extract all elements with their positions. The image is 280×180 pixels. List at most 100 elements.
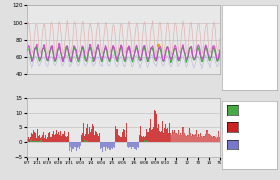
Bar [99, 133, 100, 142]
Bar [152, 129, 153, 142]
Bar [219, 136, 220, 142]
Bar [34, 141, 35, 142]
Bar [197, 137, 198, 142]
Bar [129, 142, 130, 147]
Bar [163, 132, 164, 142]
Bar [84, 136, 85, 142]
Bar [210, 135, 211, 142]
Bar [165, 124, 166, 142]
Bar [191, 136, 192, 142]
Bar [121, 137, 122, 142]
Bar [139, 135, 140, 142]
Bar [134, 142, 135, 149]
Bar [85, 134, 86, 142]
Bar [43, 132, 44, 142]
Bar [140, 126, 141, 142]
Bar [38, 141, 39, 142]
Bar [71, 142, 72, 152]
Bar [188, 135, 189, 142]
Bar [85, 140, 86, 142]
Bar [94, 134, 95, 142]
Bar [195, 134, 196, 142]
Bar [130, 142, 131, 147]
Bar [147, 141, 148, 142]
Bar [208, 134, 209, 142]
Bar [52, 134, 53, 142]
Bar [81, 135, 82, 142]
Bar [89, 127, 90, 142]
Bar [30, 137, 31, 142]
Bar [97, 134, 98, 142]
Bar [87, 124, 88, 142]
Bar [166, 129, 167, 142]
Bar [146, 129, 147, 142]
Bar [113, 142, 114, 147]
Bar [87, 140, 88, 142]
Bar [73, 142, 74, 149]
Bar [194, 135, 195, 142]
Bar [111, 142, 112, 148]
Bar [78, 142, 79, 147]
Bar [144, 137, 145, 142]
Bar [88, 134, 89, 142]
Bar [168, 133, 169, 142]
Bar [40, 138, 41, 142]
Bar [55, 134, 56, 142]
Bar [47, 137, 48, 142]
Bar [137, 142, 138, 147]
Bar [190, 132, 191, 142]
Bar [128, 142, 129, 148]
Bar [56, 133, 57, 142]
Bar [58, 132, 59, 142]
Bar [217, 137, 218, 142]
Bar [198, 137, 199, 142]
Bar [102, 142, 103, 152]
Bar [82, 133, 83, 142]
Bar [173, 132, 174, 142]
Bar [95, 131, 96, 142]
Bar [107, 142, 108, 149]
Bar [39, 141, 40, 142]
Bar [51, 137, 52, 142]
Bar [62, 134, 63, 142]
Bar [117, 129, 118, 142]
Bar [86, 128, 87, 142]
Bar [201, 136, 202, 142]
Bar [206, 130, 207, 142]
Bar [76, 142, 77, 151]
Bar [189, 128, 190, 142]
Bar [154, 110, 155, 142]
Bar [96, 132, 97, 142]
Bar [61, 136, 62, 142]
Bar [123, 129, 124, 142]
Bar [69, 142, 70, 150]
Bar [106, 142, 107, 147]
Bar [119, 136, 120, 142]
Bar [27, 139, 28, 142]
Bar [214, 136, 215, 142]
Bar [26, 137, 27, 142]
Bar [158, 124, 159, 142]
Bar [136, 142, 137, 150]
Bar [171, 134, 172, 142]
Bar [175, 133, 176, 142]
Bar [105, 142, 106, 151]
Bar [112, 142, 113, 149]
Bar [100, 142, 101, 149]
Bar [98, 136, 99, 142]
Bar [84, 140, 85, 142]
Bar [37, 141, 38, 142]
Bar [83, 123, 84, 142]
Bar [138, 142, 139, 148]
Bar [146, 140, 147, 142]
Bar [160, 132, 161, 142]
Bar [207, 130, 208, 142]
Bar [212, 136, 213, 142]
Bar [68, 132, 69, 142]
Bar [36, 138, 37, 142]
Bar [211, 136, 212, 142]
Bar [215, 137, 216, 142]
Bar [153, 127, 154, 142]
Bar [183, 127, 184, 142]
Bar [141, 136, 142, 142]
